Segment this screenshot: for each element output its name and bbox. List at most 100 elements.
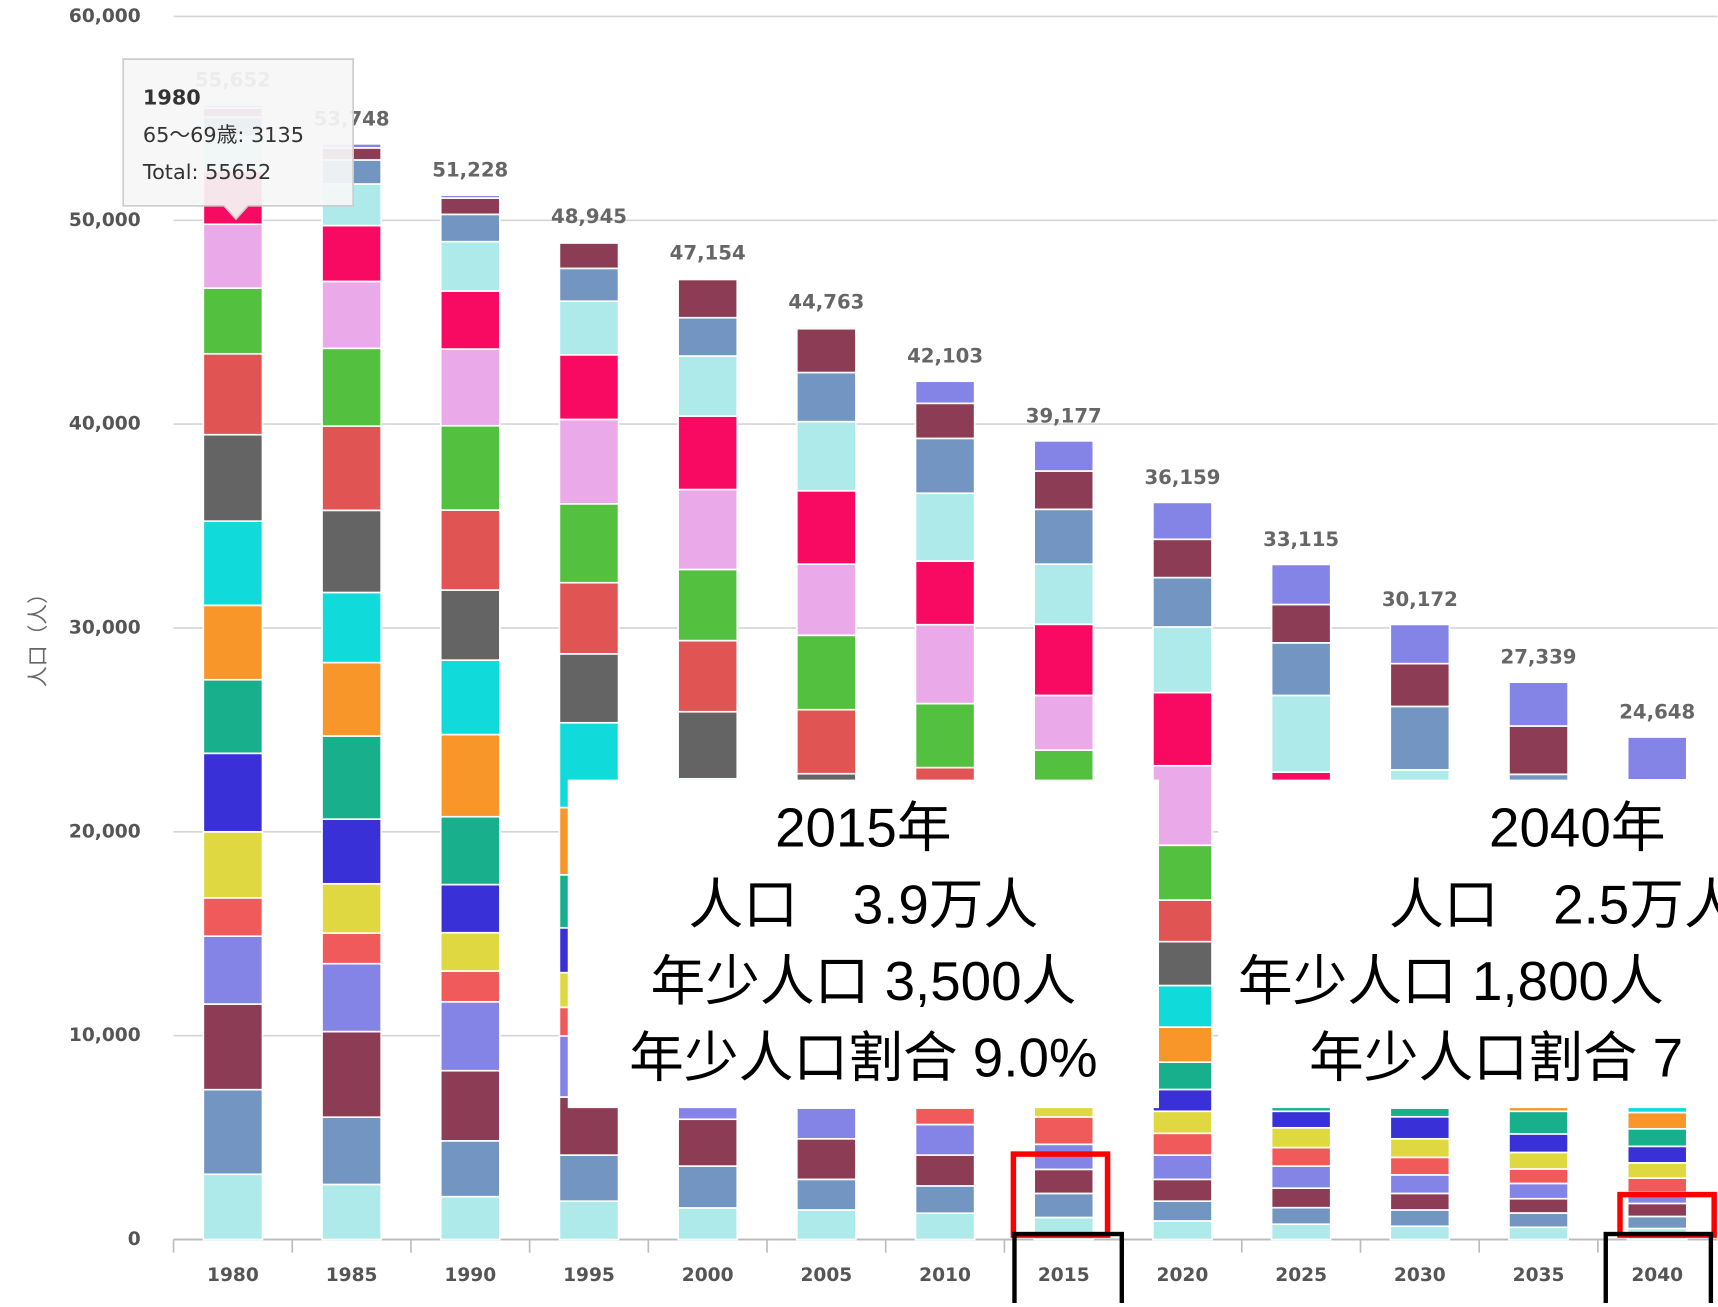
- x-tick-label: 2005: [800, 1265, 852, 1286]
- bar-segment: [558, 300, 620, 356]
- bar-segment: [1270, 694, 1332, 773]
- bar-segment: [677, 568, 739, 642]
- bar-segment: [1389, 1107, 1451, 1118]
- total-label: 48,945: [551, 205, 627, 228]
- bar-segment: [1270, 642, 1332, 697]
- total-label: 42,103: [907, 345, 983, 368]
- annotation: 2040年 人口 2.5万人 年少人口 1,800人 年少人口割合 7: [1218, 779, 1718, 1109]
- bar-segment: [439, 348, 501, 427]
- bar-segment: [321, 1030, 382, 1119]
- bar-segment: [439, 883, 501, 934]
- bar-segment: [914, 1123, 976, 1156]
- bar-segment: [202, 1173, 264, 1241]
- y-tick-label: 10,000: [69, 1025, 141, 1046]
- y-tick-label: 20,000: [69, 821, 141, 842]
- bar-segment: [677, 1207, 739, 1241]
- x-tick-label: 1995: [563, 1265, 615, 1286]
- bar-segment: [795, 489, 857, 565]
- bar-segment: [795, 708, 857, 775]
- bar-segment: [321, 425, 382, 512]
- bar-segment: [914, 1154, 976, 1187]
- bar-segment: [677, 488, 739, 571]
- x-tick-label: 2020: [1157, 1265, 1209, 1286]
- bar-segment: [1152, 1220, 1213, 1241]
- bar-segment: [1033, 508, 1095, 565]
- bar-segment: [1389, 705, 1451, 771]
- y-axis-title: 人口（人）: [26, 583, 50, 687]
- bar-segment: [1152, 1200, 1213, 1222]
- bar-segment: [321, 347, 382, 427]
- bar-segment: [914, 492, 976, 562]
- bar-segment: [795, 371, 857, 423]
- bar-segment: [439, 424, 501, 511]
- bar-segment: [795, 563, 857, 637]
- bar-segment: [914, 1107, 976, 1126]
- bar-segment: [1033, 440, 1095, 472]
- bar-segment: [1508, 1197, 1569, 1214]
- y-tick-label: 0: [128, 1229, 141, 1250]
- bar-segment: [202, 752, 264, 833]
- annotation: 2015年 人口 3.9万人 年少人口 3,500人 年少人口割合 9.0%: [567, 779, 1160, 1109]
- bar-segment: [558, 242, 620, 270]
- bar-segment: [1389, 1174, 1451, 1195]
- bar-segment: [1152, 984, 1213, 1028]
- bar-segment: [439, 931, 501, 972]
- bar-segment: [202, 433, 264, 522]
- bar-segment: [914, 623, 976, 705]
- total-label: 51,228: [432, 159, 508, 182]
- bar-segment: [1508, 1226, 1569, 1241]
- bar-segment: [1270, 1223, 1332, 1241]
- bar-segment: [914, 402, 976, 440]
- bar-segment: [1626, 736, 1688, 781]
- bar-segment: [439, 1000, 501, 1072]
- bar-segment: [1152, 1178, 1213, 1202]
- bar-segment: [1270, 563, 1332, 606]
- bar-segment: [1389, 1225, 1451, 1241]
- bar-segment: [914, 560, 976, 626]
- bar-segment: [439, 290, 501, 350]
- bar-segment: [1033, 1143, 1095, 1171]
- bar-segment: [202, 604, 264, 681]
- bar-segment: [1152, 1132, 1213, 1156]
- x-tick-label: 2000: [682, 1265, 734, 1286]
- bar-segment: [914, 702, 976, 769]
- bar-segment: [1152, 764, 1213, 847]
- bar-segment: [321, 280, 382, 350]
- bar-segment: [914, 1185, 976, 1215]
- bar-segment: [321, 735, 382, 820]
- annotation-line: 年少人口 3,500人: [650, 950, 1076, 1012]
- bar-segment: [321, 1183, 382, 1241]
- bar-segment: [1508, 1168, 1569, 1185]
- total-label: 24,648: [1619, 700, 1695, 723]
- bar-segment: [1508, 1151, 1569, 1170]
- bar-segment: [1626, 1215, 1688, 1230]
- bar-segment: [202, 1088, 264, 1176]
- x-tick-label: 2030: [1394, 1265, 1446, 1286]
- bar-segment: [1508, 1133, 1569, 1154]
- bar-segment: [1152, 538, 1213, 579]
- bar-segment: [1270, 603, 1332, 644]
- bar-segment: [558, 418, 620, 505]
- bar-segment: [1152, 844, 1213, 901]
- bar-segment: [677, 355, 739, 417]
- bar-segment: [439, 1140, 501, 1198]
- bar-segment: [1270, 1126, 1332, 1149]
- bar-segment: [321, 509, 382, 594]
- bar-segment: [1508, 1182, 1569, 1200]
- annotation-line: 2040年: [1489, 797, 1665, 859]
- total-label: 36,159: [1144, 466, 1220, 489]
- bar-segment: [1389, 1209, 1451, 1228]
- tooltip-title: 1980: [143, 86, 201, 110]
- bar-segment: [1389, 623, 1451, 665]
- bar-segment: [914, 380, 976, 405]
- total-label: 47,154: [670, 242, 746, 265]
- bar-segment: [1508, 681, 1569, 727]
- bar-segment: [1152, 1110, 1213, 1135]
- bar-segment: [202, 287, 264, 355]
- bar-segment: [677, 1165, 739, 1209]
- bar-segment: [1626, 1127, 1688, 1148]
- bar-segment: [439, 659, 501, 736]
- bar-segment: [202, 1003, 264, 1091]
- bar-segment: [439, 815, 501, 886]
